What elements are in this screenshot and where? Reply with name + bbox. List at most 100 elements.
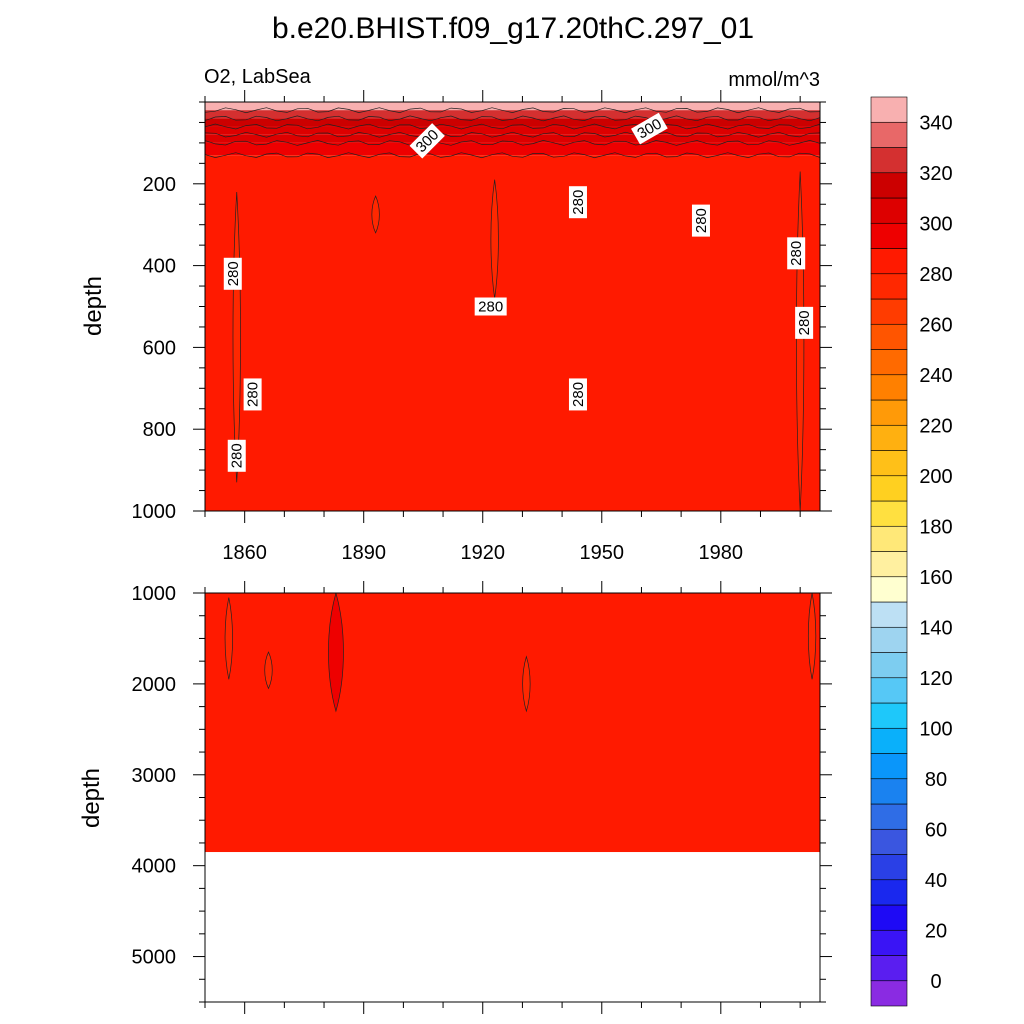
colorbar-label-0: 0 [930, 971, 941, 993]
lower-y-axis-label: depth [78, 768, 105, 828]
y-tick-label-2: 600 [143, 337, 176, 359]
contour-label-8: 280 [691, 204, 710, 237]
colorbar-box-10 [870, 727, 908, 754]
depth-band-0 [205, 102, 820, 111]
contour-label-9: 280 [787, 237, 806, 270]
contour-label-10: 280 [795, 306, 814, 339]
colorbar-label-6: 120 [919, 668, 952, 690]
contour-label-6: 280 [568, 186, 587, 219]
y-tick-label-3: 4000 [132, 856, 177, 878]
colorbar-label-15: 300 [919, 213, 952, 235]
colorbar-box-19 [870, 500, 908, 527]
colorbar-box-24 [870, 374, 908, 401]
colorbar-label-16: 320 [919, 163, 952, 185]
colorbar-box-4 [870, 879, 908, 906]
colorbar-box-22 [870, 424, 908, 451]
colorbar-box-1 [870, 955, 908, 982]
colorbar-box-30 [870, 222, 908, 249]
y-tick-label-3: 800 [143, 419, 176, 441]
contour-line-5 [205, 140, 820, 146]
colorbar-box-20 [870, 475, 908, 502]
contour-patch-1 [264, 651, 273, 690]
contour-label-4: 280 [227, 439, 246, 472]
x-tick-label-3: 1950 [580, 542, 625, 564]
contour-line-3 [205, 123, 820, 130]
colorbar-box-5 [870, 854, 908, 881]
contour-label-2: 280 [223, 257, 242, 290]
contour-label-5: 280 [474, 297, 507, 316]
colorbar-box-35 [870, 96, 908, 123]
colorbar-box-2 [870, 929, 908, 956]
upper-panel: 300 3002802802802802802802802802802004006… [132, 90, 832, 564]
colorbar-box-28 [870, 273, 908, 300]
contour-label-3: 280 [243, 378, 262, 411]
x-tick-label-4: 1980 [699, 542, 744, 564]
colorbar-box-32 [870, 172, 908, 199]
contour-line-1 [205, 107, 820, 114]
colorbar-label-5: 100 [919, 718, 952, 740]
contour-patch-2 [371, 195, 380, 234]
colorbar-box-18 [870, 525, 908, 552]
colorbar-box-0 [870, 980, 908, 1007]
y-tick-label-1: 400 [143, 256, 176, 278]
colorbar-label-8: 160 [919, 567, 952, 589]
colorbar-box-34 [870, 121, 908, 148]
svg-text:280: 280 [570, 190, 587, 215]
contour-patch-0 [224, 597, 233, 680]
y-tick-label-0: 200 [143, 174, 176, 196]
colorbar-box-23 [870, 399, 908, 426]
svg-text:280: 280 [570, 382, 587, 407]
contour-line-4 [205, 131, 820, 138]
colorbar-label-17: 340 [919, 112, 952, 134]
y-tick-label-4: 1000 [132, 501, 177, 523]
filled-region [205, 593, 820, 853]
lower-panel: 1000 2000 3000 4000 5000 [132, 581, 832, 1014]
svg-text:280: 280 [478, 299, 503, 316]
depth-band-5 [205, 142, 820, 156]
colorbar-box-8 [870, 778, 908, 805]
svg-text:280: 280 [245, 382, 262, 407]
colorbar-label-11: 220 [919, 415, 952, 437]
colorbar-label-14: 280 [919, 264, 952, 286]
depth-band-2 [205, 118, 820, 127]
depth-band-6 [205, 155, 820, 511]
contour-patch-2 [328, 593, 344, 713]
x-tick-label-2: 1920 [460, 542, 505, 564]
colorbar-box-27 [870, 298, 908, 325]
colorbar-box-26 [870, 323, 908, 350]
colorbar-label-4: 80 [925, 769, 947, 791]
units-label: mmol/m^3 [728, 69, 820, 91]
colorbar-box-29 [870, 248, 908, 275]
colorbar-box-6 [870, 828, 908, 855]
svg-text:280: 280 [796, 310, 813, 335]
variable-label: O2, LabSea [204, 66, 312, 88]
depth-band-4 [205, 134, 820, 143]
contour-label-7: 280 [568, 378, 587, 411]
depth-band-3 [205, 126, 820, 135]
colorbar-box-16 [870, 576, 908, 603]
svg-text:280: 280 [229, 443, 246, 468]
colorbar-box-21 [870, 450, 908, 477]
colorbar-box-13 [870, 652, 908, 679]
contour-line-6 [205, 152, 820, 159]
x-tick-label-1: 1890 [341, 542, 386, 564]
y-tick-label-4: 5000 [132, 947, 177, 969]
colorbar-box-7 [870, 803, 908, 830]
contour-patch-4 [807, 593, 817, 680]
colorbar-label-12: 240 [919, 365, 952, 387]
svg-text:280: 280 [693, 208, 710, 233]
colorbar-box-31 [870, 197, 908, 224]
contour-line-2 [205, 115, 820, 122]
colorbar-box-17 [870, 551, 908, 578]
colorbar-box-11 [870, 702, 908, 729]
colorbar: 0 20 40 60 80 100 120 140 160 180 200 220 240 260 280 3… [870, 96, 953, 1007]
colorbar-box-3 [870, 904, 908, 931]
colorbar-box-9 [870, 753, 908, 780]
x-tick-label-0: 1860 [222, 542, 267, 564]
chart-title: b.e20.BHIST.f09_g17.20thC.297_01 [272, 12, 754, 45]
colorbar-label-7: 140 [919, 617, 952, 639]
colorbar-box-33 [870, 147, 908, 174]
colorbar-box-14 [870, 626, 908, 653]
svg-text:280: 280 [225, 261, 242, 286]
